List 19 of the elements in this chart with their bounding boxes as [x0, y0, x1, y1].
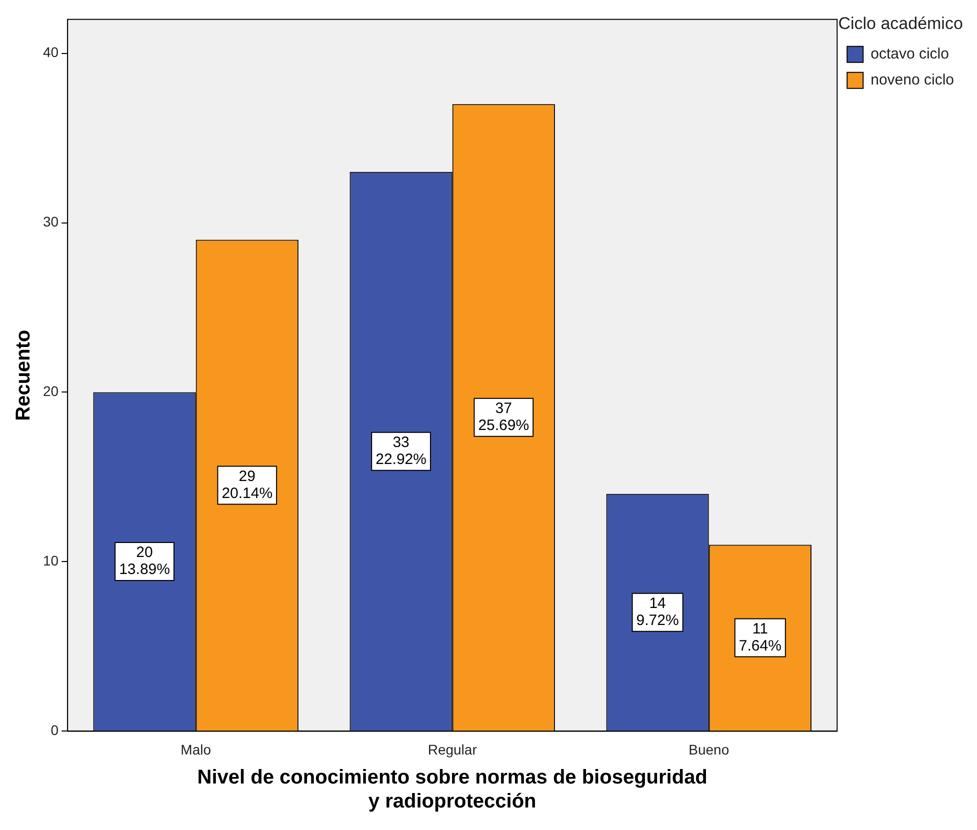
- legend-label: noveno ciclo: [870, 72, 954, 89]
- y-tick-label: 10: [42, 552, 59, 569]
- data-label: 29 20.14%: [222, 468, 273, 502]
- y-axis-title: Recuento: [12, 330, 35, 421]
- y-tick-label: 40: [42, 44, 59, 60]
- x-axis-title: Nivel de conocimiento sobre normas de bioseguridad y radioprotección: [197, 766, 708, 813]
- y-tick-label: 30: [42, 214, 59, 230]
- data-label: 14 9.72%: [636, 594, 679, 629]
- data-label: 11 7.64%: [738, 620, 782, 654]
- y-tick-label: 0: [50, 722, 59, 738]
- data-label: 20 13.89%: [119, 544, 170, 578]
- x-tick-label: Malo: [180, 741, 212, 758]
- data-label: 33 22.92%: [376, 434, 426, 468]
- x-tick-label: Bueno: [688, 741, 730, 758]
- y-tick-label: 20: [42, 383, 59, 400]
- legend-title: Ciclo académico: [838, 14, 963, 34]
- data-label: 37 25.69%: [478, 400, 530, 434]
- x-tick-label: Regular: [428, 741, 478, 758]
- legend-label: octavo ciclo: [870, 46, 949, 63]
